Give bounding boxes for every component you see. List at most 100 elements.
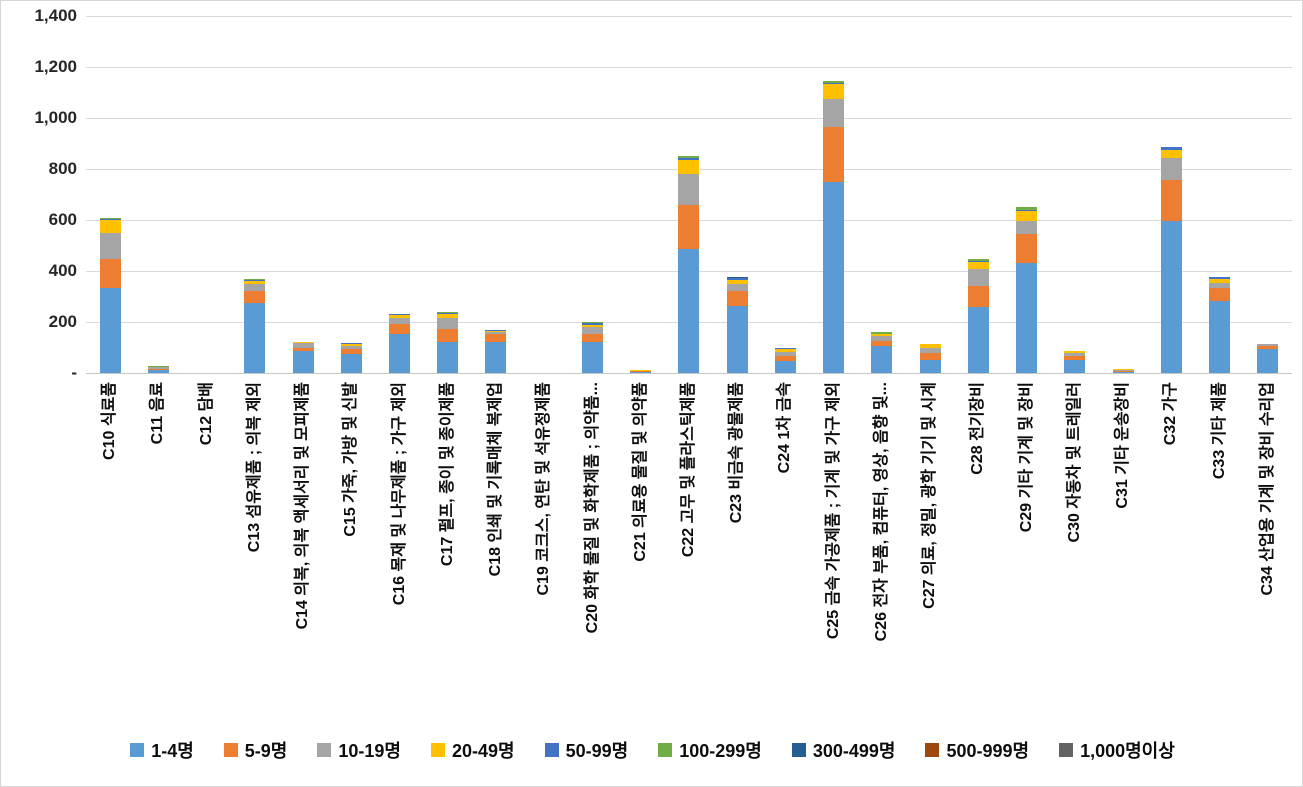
x-axis-label: C25 금속 가공제품 ; 기계 및 가구 제외	[824, 382, 842, 640]
legend-item: 1-4명	[130, 737, 194, 763]
category-slot	[472, 16, 520, 373]
stacked-bar	[292, 341, 314, 373]
bar-segment	[630, 370, 652, 372]
stacked-bar	[99, 218, 121, 373]
bar-segment	[485, 330, 507, 331]
bar-segment	[340, 343, 362, 344]
legend-item: 5-9명	[223, 737, 287, 763]
x-axis-label: C32 가구	[1162, 382, 1180, 446]
bar-segment	[147, 368, 169, 371]
x-axis-label: C21 의료용 물질 및 의약품	[631, 382, 649, 562]
bar-segment	[340, 353, 362, 373]
bar-segment	[630, 371, 652, 373]
x-axis-label: C11 음료	[149, 382, 167, 445]
x-axis-line	[86, 373, 1292, 374]
y-axis-tick-label: 1,400	[34, 6, 77, 25]
bar-segment	[437, 312, 459, 315]
bar-segment	[774, 351, 796, 356]
category-slot	[1002, 16, 1050, 373]
category-slot	[424, 16, 472, 373]
bar-segment	[774, 349, 796, 352]
bar-segment	[1112, 369, 1134, 371]
bar-segment	[1160, 149, 1182, 158]
stacked-bar	[967, 258, 989, 373]
legend-label: 50-99명	[565, 741, 629, 761]
legend-swatch-icon	[223, 743, 238, 757]
legend-swatch-icon	[544, 743, 559, 757]
bar-segment	[437, 328, 459, 342]
y-axis-tick-label: 800	[48, 159, 77, 178]
bar-segment	[1209, 276, 1230, 278]
bar-segment	[823, 81, 845, 83]
x-axis-label: C20 화학 물질 및 화학제품 ; 의약품...	[583, 382, 601, 634]
bar-segment	[919, 343, 941, 345]
x-axis-label: C28 전기장비	[969, 382, 987, 475]
bar-segment	[726, 277, 748, 279]
stacked-bar	[823, 81, 845, 373]
bar-segment	[967, 261, 989, 269]
x-axis-label: C22 고무 및 플라스틱제품	[680, 382, 697, 558]
stacked-bar	[244, 278, 266, 373]
bar-segment	[678, 249, 700, 373]
legend-swatch-icon	[925, 743, 940, 757]
bar-segment	[1160, 157, 1182, 181]
bar-segment	[581, 324, 603, 328]
bar-segment	[1112, 368, 1134, 370]
bar-segment	[437, 314, 459, 319]
stacked-bar	[1016, 207, 1038, 373]
bar-segment	[1257, 344, 1279, 347]
category-slot	[1147, 16, 1195, 373]
bar-segment	[823, 181, 845, 373]
bar-segment	[1064, 350, 1086, 352]
category-slot	[327, 16, 375, 373]
x-axis-label: C12 담배	[197, 382, 215, 446]
bar-segment	[774, 348, 796, 350]
bar-segment	[1160, 220, 1182, 373]
x-axis-label: C27 의료, 정밀, 광학 기기 및 시계	[921, 382, 939, 609]
category-slot	[761, 16, 809, 373]
bar-segment	[389, 334, 411, 373]
bar-segment	[774, 360, 796, 373]
bar-segment	[919, 360, 941, 373]
bar-segment	[99, 232, 121, 260]
bar-segment	[99, 259, 121, 288]
y-axis-tick-label: 600	[48, 210, 77, 229]
stacked-bar	[774, 347, 796, 373]
bar-segment	[678, 174, 700, 205]
bar-segment	[871, 341, 893, 347]
bar-segment	[1257, 343, 1279, 345]
stacked-bar	[678, 156, 700, 373]
bar-segment	[147, 366, 169, 367]
bar-segment	[244, 303, 266, 373]
category-slot	[665, 16, 713, 373]
legend-label: 20-49명	[451, 741, 515, 761]
bar-segment	[726, 278, 748, 281]
bar-segment	[678, 160, 700, 175]
x-axis-label: C24 1차 금속	[776, 382, 794, 474]
bar-segment	[1209, 279, 1230, 284]
legend-swatch-icon	[130, 743, 145, 757]
bar-segment	[389, 314, 411, 318]
x-axis-label: C16 목재 및 나무제품 ; 가구 제외	[390, 382, 408, 606]
bar-segment	[919, 347, 941, 353]
bar-segment	[1160, 147, 1182, 150]
category-slot	[1099, 16, 1147, 373]
category-slot	[182, 16, 230, 373]
gridline	[86, 117, 1292, 119]
category-slot	[858, 16, 906, 373]
bar-segment	[389, 324, 411, 335]
legend-label: 300-499명	[812, 741, 896, 761]
bar-segment	[1064, 359, 1086, 373]
bar-segment	[147, 367, 169, 369]
stacked-bar	[581, 321, 603, 373]
legend-item: 50-99명	[544, 737, 629, 763]
legend-item: 300-499명	[791, 737, 896, 763]
bar-segment	[292, 347, 314, 352]
bar-segment	[726, 280, 748, 285]
bar-segment	[919, 352, 941, 361]
x-axis-label: C10 식료품	[101, 382, 119, 460]
bar-segment	[292, 341, 314, 344]
stacked-bar	[1160, 146, 1182, 373]
bar-segment	[678, 157, 700, 161]
